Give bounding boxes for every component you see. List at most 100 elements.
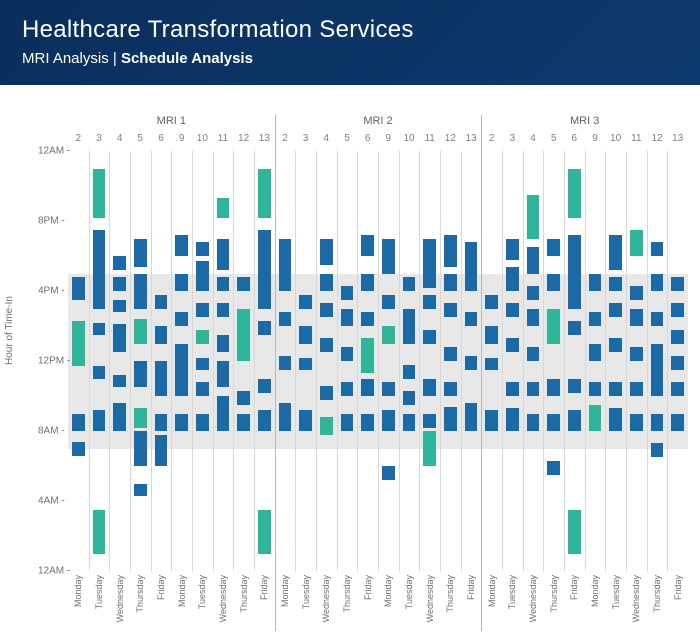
schedule-block[interactable] [651,344,664,397]
schedule-block[interactable] [299,326,312,344]
schedule-block[interactable] [423,414,436,428]
schedule-block[interactable] [155,326,168,344]
schedule-block[interactable] [630,414,643,432]
schedule-block[interactable] [93,323,106,335]
schedule-block[interactable] [155,295,168,309]
schedule-block[interactable] [217,303,230,317]
schedule-block[interactable] [506,338,519,352]
schedule-block[interactable] [134,484,147,496]
schedule-block[interactable] [217,239,230,271]
schedule-block[interactable] [175,274,188,292]
schedule-block[interactable] [320,417,333,435]
schedule-block[interactable] [423,295,436,309]
schedule-block[interactable] [258,379,271,393]
schedule-block[interactable] [630,230,643,256]
schedule-block[interactable] [382,410,395,431]
schedule-block[interactable] [196,382,209,396]
schedule-block[interactable] [361,312,374,326]
schedule-block[interactable] [279,356,292,370]
schedule-block[interactable] [320,303,333,317]
schedule-block[interactable] [382,295,395,309]
schedule-block[interactable] [547,414,560,432]
schedule-block[interactable] [217,277,230,291]
schedule-block[interactable] [527,382,540,396]
schedule-block[interactable] [403,391,416,405]
schedule-block[interactable] [196,358,209,370]
schedule-block[interactable] [444,274,457,292]
schedule-block[interactable] [527,309,540,327]
schedule-block[interactable] [299,358,312,370]
schedule-block[interactable] [485,358,498,370]
schedule-block[interactable] [93,230,106,309]
schedule-block[interactable] [423,431,436,466]
schedule-block[interactable] [113,300,126,312]
schedule-block[interactable] [217,361,230,387]
schedule-block[interactable] [568,379,581,393]
schedule-block[interactable] [444,235,457,267]
schedule-block[interactable] [485,326,498,344]
schedule-block[interactable] [568,169,581,218]
schedule-block[interactable] [93,169,106,218]
schedule-block[interactable] [423,239,436,288]
schedule-block[interactable] [547,274,560,292]
schedule-block[interactable] [568,235,581,309]
schedule-block[interactable] [382,239,395,274]
schedule-block[interactable] [671,414,684,432]
schedule-block[interactable] [568,321,581,335]
schedule-block[interactable] [134,239,147,267]
schedule-block[interactable] [630,382,643,396]
schedule-block[interactable] [589,382,602,396]
schedule-block[interactable] [609,382,622,396]
schedule-block[interactable] [175,235,188,256]
schedule-block[interactable] [217,198,230,217]
schedule-block[interactable] [547,379,560,397]
schedule-block[interactable] [403,365,416,379]
schedule-block[interactable] [175,344,188,397]
schedule-block[interactable] [609,277,622,291]
schedule-block[interactable] [341,286,354,300]
schedule-block[interactable] [589,405,602,431]
schedule-block[interactable] [72,414,85,432]
schedule-block[interactable] [341,382,354,396]
schedule-block[interactable] [93,510,106,554]
schedule-block[interactable] [279,312,292,326]
schedule-block[interactable] [299,410,312,431]
schedule-block[interactable] [485,295,498,309]
schedule-block[interactable] [279,239,292,292]
schedule-block[interactable] [403,414,416,432]
schedule-block[interactable] [506,303,519,317]
schedule-block[interactable] [113,375,126,387]
schedule-block[interactable] [444,303,457,317]
schedule-block[interactable] [547,239,560,257]
schedule-block[interactable] [134,431,147,466]
schedule-block[interactable] [547,461,560,475]
schedule-block[interactable] [155,414,168,432]
schedule-block[interactable] [403,277,416,291]
schedule-block[interactable] [547,309,560,344]
schedule-block[interactable] [113,256,126,270]
schedule-block[interactable] [258,410,271,431]
breadcrumb-active[interactable]: Schedule Analysis [121,50,253,67]
schedule-block[interactable] [630,286,643,300]
schedule-block[interactable] [93,410,106,431]
schedule-block[interactable] [465,242,478,291]
schedule-block[interactable] [196,303,209,317]
schedule-block[interactable] [671,382,684,396]
schedule-block[interactable] [527,414,540,432]
schedule-block[interactable] [651,242,664,256]
schedule-block[interactable] [444,347,457,361]
schedule-block[interactable] [113,277,126,291]
schedule-block[interactable] [506,382,519,396]
schedule-block[interactable] [423,330,436,344]
schedule-block[interactable] [320,274,333,292]
schedule-block[interactable] [589,344,602,362]
schedule-block[interactable] [320,386,333,400]
schedule-block[interactable] [361,235,374,256]
schedule-block[interactable] [217,396,230,431]
schedule-block[interactable] [609,408,622,431]
schedule-block[interactable] [361,379,374,397]
schedule-block[interactable] [568,410,581,431]
schedule-block[interactable] [237,277,250,291]
schedule-block[interactable] [527,247,540,273]
schedule-block[interactable] [361,274,374,292]
